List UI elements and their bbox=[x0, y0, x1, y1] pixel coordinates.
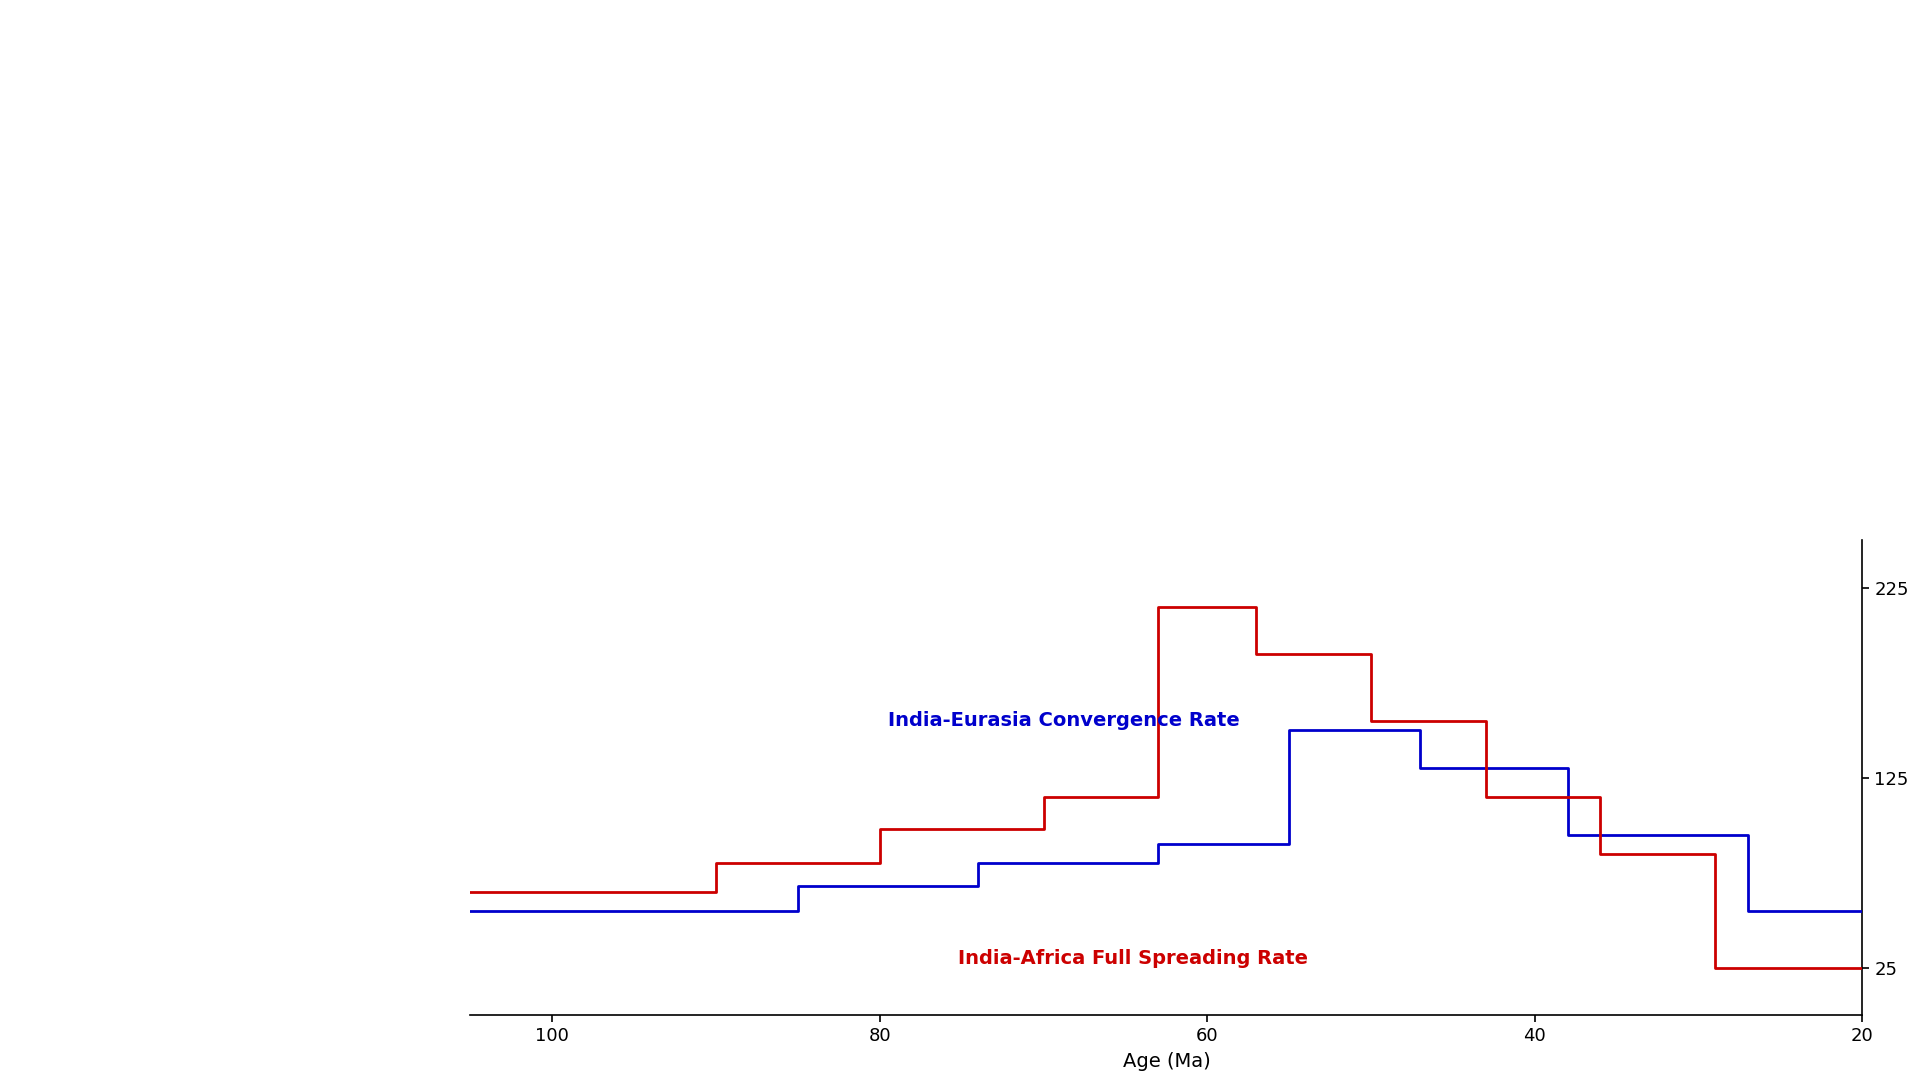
Text: India-Eurasia Convergence Rate: India-Eurasia Convergence Rate bbox=[887, 711, 1240, 730]
X-axis label: Age (Ma): Age (Ma) bbox=[1123, 1052, 1210, 1071]
Text: India-Africa Full Spreading Rate: India-Africa Full Spreading Rate bbox=[958, 948, 1308, 968]
